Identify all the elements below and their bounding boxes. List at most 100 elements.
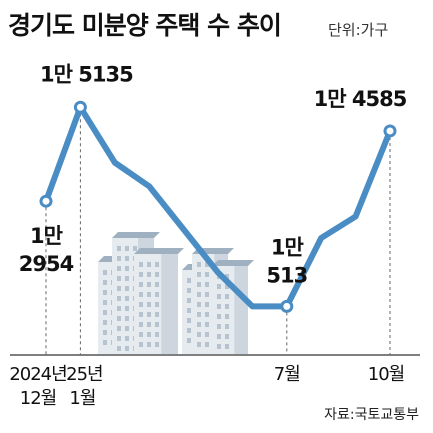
building-window bbox=[139, 282, 143, 287]
building-window bbox=[103, 280, 107, 285]
building-window bbox=[187, 318, 191, 323]
building-window bbox=[117, 316, 121, 321]
building-window bbox=[225, 274, 229, 279]
building-window bbox=[147, 312, 151, 317]
building-window bbox=[103, 320, 107, 325]
building-window bbox=[187, 338, 191, 343]
building-window bbox=[155, 262, 159, 267]
building-window bbox=[103, 270, 107, 275]
data-label-2025-07: 513 bbox=[266, 263, 307, 287]
building-window bbox=[147, 302, 151, 307]
x-tick-label: 10월 bbox=[368, 364, 404, 385]
building-window bbox=[205, 322, 209, 327]
building-window bbox=[187, 278, 191, 283]
building-window bbox=[117, 296, 121, 301]
building-window bbox=[187, 328, 191, 333]
point-marker-2025-07 bbox=[280, 299, 294, 313]
x-tick-label: 1월 bbox=[69, 388, 95, 409]
building-window bbox=[103, 310, 107, 315]
building-window bbox=[139, 292, 143, 297]
building-window bbox=[197, 292, 201, 297]
building-window bbox=[217, 344, 221, 349]
series-line bbox=[43, 104, 393, 310]
building-window bbox=[103, 300, 107, 305]
building-window bbox=[155, 292, 159, 297]
building-window bbox=[117, 286, 121, 291]
building-window bbox=[197, 342, 201, 347]
building-window bbox=[155, 302, 159, 307]
building-window bbox=[217, 334, 221, 339]
building-roof-2 bbox=[134, 248, 184, 254]
building-window bbox=[205, 282, 209, 287]
building-window bbox=[117, 276, 121, 281]
building-window bbox=[117, 246, 121, 251]
building-window bbox=[147, 272, 151, 277]
building-window bbox=[125, 246, 129, 251]
building-window bbox=[225, 324, 229, 329]
building-window bbox=[139, 342, 143, 347]
building-window bbox=[205, 292, 209, 297]
building-window bbox=[147, 282, 151, 287]
building-window bbox=[147, 292, 151, 297]
building-window bbox=[103, 290, 107, 295]
building-window bbox=[217, 304, 221, 309]
building-window bbox=[147, 262, 151, 267]
building-window bbox=[103, 330, 107, 335]
building-window bbox=[225, 334, 229, 339]
source-label: 자료:국토교통부 bbox=[324, 407, 419, 423]
building-window bbox=[197, 272, 201, 277]
building-window bbox=[187, 308, 191, 313]
building-window bbox=[139, 272, 143, 277]
building-window bbox=[225, 344, 229, 349]
building-window bbox=[225, 314, 229, 319]
building-window bbox=[205, 272, 209, 277]
building-window bbox=[225, 294, 229, 299]
building-window bbox=[205, 332, 209, 337]
building-window bbox=[155, 342, 159, 347]
building-window bbox=[103, 340, 107, 345]
building-window bbox=[155, 332, 159, 337]
building-window bbox=[225, 304, 229, 309]
building-roof-1 bbox=[112, 232, 160, 238]
building-window bbox=[217, 294, 221, 299]
building-window bbox=[117, 336, 121, 341]
building-window bbox=[155, 312, 159, 317]
building-window bbox=[197, 322, 201, 327]
building-window bbox=[139, 302, 143, 307]
building-window bbox=[125, 326, 129, 331]
building-window bbox=[125, 256, 129, 261]
building-window bbox=[217, 324, 221, 329]
building-window bbox=[205, 342, 209, 347]
building-window bbox=[139, 332, 143, 337]
building-window bbox=[125, 346, 129, 351]
building-window bbox=[205, 312, 209, 317]
building-side-5 bbox=[234, 266, 248, 354]
building-window bbox=[125, 336, 129, 341]
building-window bbox=[125, 316, 129, 321]
building-window bbox=[117, 326, 121, 331]
building-window bbox=[147, 342, 151, 347]
building-window bbox=[139, 312, 143, 317]
data-label-2024-12: 2954 bbox=[19, 252, 74, 276]
building-window bbox=[187, 288, 191, 293]
building-window bbox=[187, 298, 191, 303]
x-tick-label: 7월 bbox=[274, 364, 300, 385]
building-roof-5 bbox=[212, 260, 254, 266]
x-tick-label: 2024년 bbox=[9, 364, 66, 385]
building-window bbox=[133, 246, 137, 251]
building-window bbox=[117, 266, 121, 271]
building-window bbox=[217, 284, 221, 289]
building-window bbox=[125, 266, 129, 271]
building-window bbox=[217, 314, 221, 319]
building-window bbox=[125, 276, 129, 281]
point-marker-2024-12 bbox=[39, 194, 53, 208]
building-window bbox=[139, 322, 143, 327]
building-window bbox=[155, 282, 159, 287]
chart-title: 경기도 미분양 주택 수 추이 bbox=[8, 11, 282, 40]
x-tick-label: 12월 bbox=[20, 388, 56, 409]
building-window bbox=[117, 346, 121, 351]
building-window bbox=[155, 322, 159, 327]
building-window bbox=[125, 286, 129, 291]
